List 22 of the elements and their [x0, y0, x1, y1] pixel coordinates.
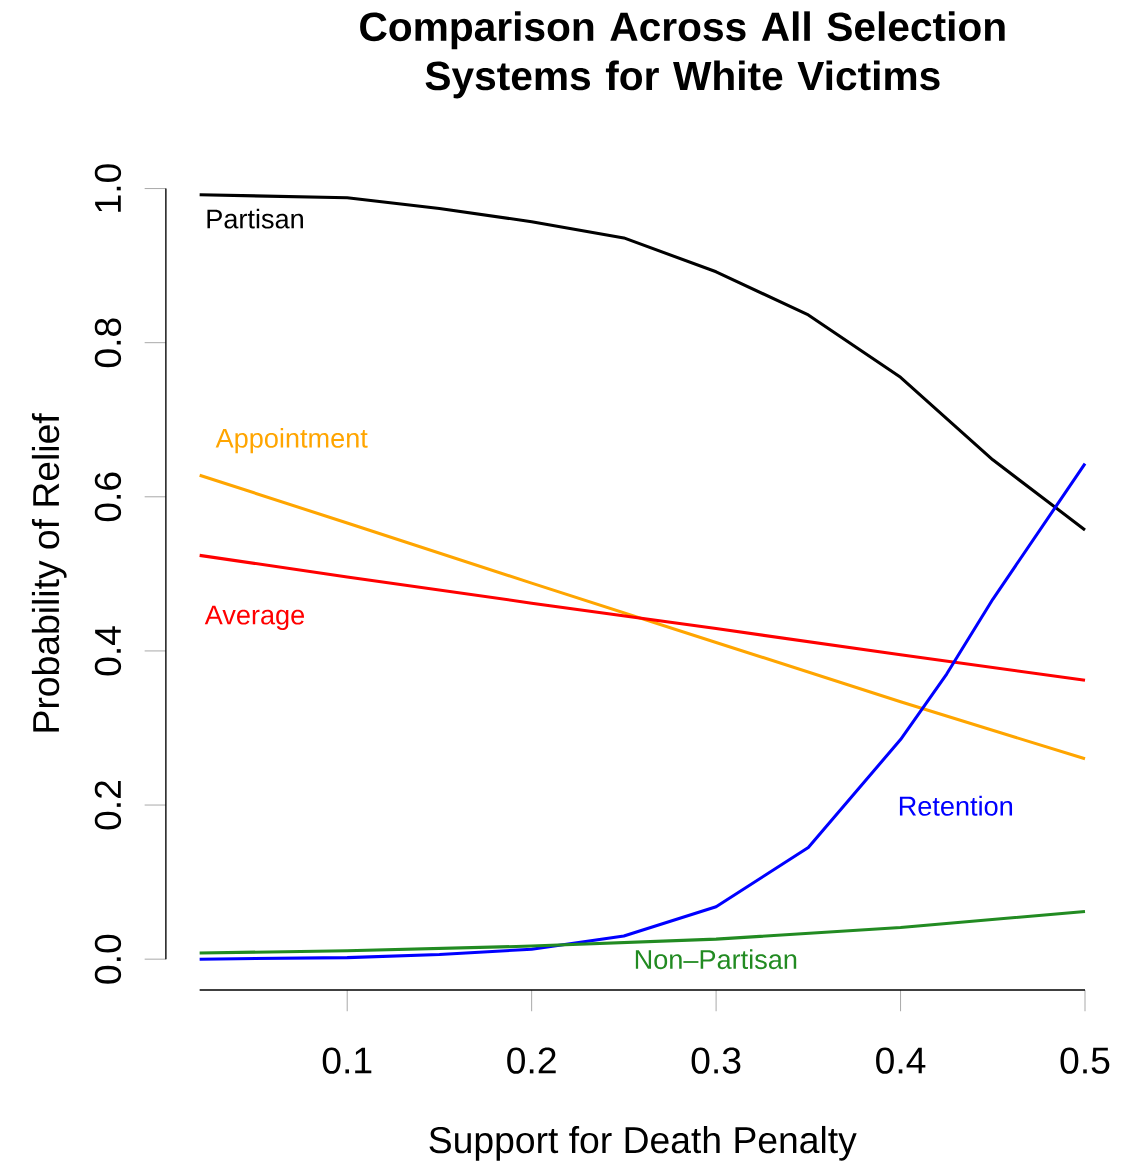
y-tick-label: 0.2: [94, 780, 121, 830]
series-label: Average: [204, 605, 304, 630]
x-tick-label: 0.3: [691, 1047, 741, 1074]
y-tick-label: 0.4: [94, 626, 121, 676]
series-label: Retention: [899, 795, 1012, 816]
y-tick-label: 1.0: [94, 164, 121, 212]
x-tick-label: 0.1: [322, 1047, 372, 1074]
line-series: [197, 473, 1087, 761]
series-label: Partisan: [207, 208, 303, 229]
chart-title: Comparison Across All Selection Systems for White Victims: [359, 11, 1005, 99]
x-axis-title: Support for Death Penalty: [429, 1125, 857, 1161]
line-series: [197, 553, 1087, 682]
series-label: Appointment: [215, 427, 368, 454]
y-axis-title: Probability of Relief: [31, 413, 67, 732]
y-tick-label: 0.0: [94, 934, 121, 984]
x-tick-label: 0.4: [875, 1047, 926, 1074]
series-label: Non–Partisan: [635, 949, 796, 970]
x-tick-label: 0.5: [1060, 1047, 1110, 1074]
line-series: [197, 193, 1087, 532]
y-tick-label: 0.8: [94, 318, 121, 368]
y-tick-label: 0.6: [94, 472, 121, 522]
x-tick-label: 0.2: [506, 1047, 556, 1074]
